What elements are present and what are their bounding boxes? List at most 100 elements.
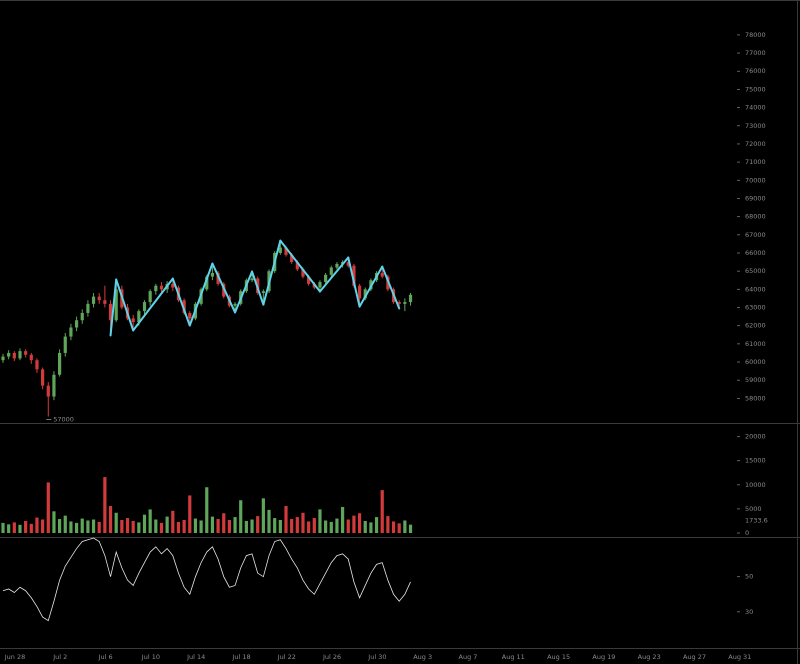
x-tick-label: Aug 7	[459, 653, 478, 661]
zigzag-segment	[318, 256, 350, 293]
volume-bar	[165, 516, 169, 533]
y-tick-label: 66000	[745, 249, 766, 257]
candle-body	[74, 320, 79, 328]
volume-bar	[386, 516, 390, 533]
zigzag-segment	[171, 277, 191, 327]
volume-bar	[205, 487, 209, 533]
volume-bar	[120, 519, 124, 533]
y-tick-label: 77000	[745, 49, 766, 57]
volume-bar	[182, 519, 186, 533]
candle-body	[24, 351, 28, 355]
volume-bar	[346, 519, 350, 533]
y-tick-label: 63000	[745, 304, 766, 312]
zigzag-segment	[211, 262, 237, 314]
candle-body	[357, 285, 362, 299]
y-tick-label: 65000	[745, 267, 766, 275]
candle-body	[284, 247, 288, 255]
candle-body	[290, 254, 294, 263]
volume-bar	[295, 517, 299, 533]
x-tick-label: Aug 31	[728, 653, 751, 661]
candle-body	[346, 262, 350, 266]
volume-bar	[18, 524, 22, 533]
y-tick-label: 30	[745, 608, 753, 616]
volume-bar	[58, 519, 62, 533]
volume-bar	[284, 506, 288, 533]
volume-bar	[80, 518, 84, 533]
x-tick-label: Jun 28	[4, 653, 26, 661]
volume-bar	[357, 513, 362, 533]
x-tick-label: Aug 19	[592, 653, 615, 661]
zigzag-segment	[132, 277, 174, 332]
y-tick-label: 59000	[745, 376, 766, 384]
x-tick-label: Aug 27	[683, 653, 706, 661]
zigzag-segment	[262, 239, 282, 306]
last-volume-label: 1733.6	[745, 517, 768, 525]
candle-body	[69, 327, 73, 337]
y-tick-label: 72000	[745, 140, 766, 148]
candle-body	[108, 303, 113, 321]
volume-bar	[131, 520, 135, 533]
x-tick-label: Jul 26	[322, 653, 341, 661]
volume-bar	[86, 520, 90, 533]
y-tick-label: 75000	[745, 85, 766, 93]
candle-body	[318, 282, 322, 288]
candle-body	[142, 302, 147, 312]
x-tick-label: Aug 23	[638, 653, 661, 661]
volume-bar	[154, 519, 158, 533]
y-tick-label: 70000	[745, 176, 766, 184]
candle-body	[131, 318, 135, 323]
candle-body	[41, 369, 45, 386]
candle-body	[307, 276, 311, 284]
candle-body	[1, 356, 5, 361]
volume-bar	[391, 521, 396, 533]
volume-bar	[335, 518, 339, 533]
candle-body	[329, 267, 333, 275]
volume-bar	[324, 520, 328, 533]
volume-bar	[403, 520, 407, 533]
volume-bar	[290, 519, 294, 533]
y-tick-label: 60000	[745, 358, 766, 366]
candle-body	[295, 262, 299, 270]
volume-bar	[227, 519, 231, 533]
y-tick-label: 78000	[745, 31, 766, 39]
volume-bar	[312, 518, 316, 533]
volume-bar	[24, 520, 28, 533]
y-tick-label: 68000	[745, 213, 766, 221]
volume-bar	[114, 512, 118, 533]
candle-body	[335, 263, 339, 268]
volume-bar	[137, 522, 141, 533]
candle-body	[63, 336, 67, 353]
candle-body	[363, 289, 367, 299]
volume-bar	[233, 517, 237, 533]
candle-body	[80, 312, 84, 321]
candle-body	[261, 291, 265, 293]
candle-body	[210, 272, 215, 277]
candle-body	[97, 296, 101, 301]
volume-bar	[74, 522, 79, 533]
candle-body	[46, 385, 50, 397]
zigzag-segment	[358, 265, 384, 308]
zigzag-segment	[347, 256, 361, 308]
volume-bar	[374, 517, 379, 533]
oscillator-line	[2, 537, 411, 622]
y-tick-label: 61000	[745, 340, 766, 348]
volume-bar	[52, 511, 56, 533]
candle-body	[216, 272, 220, 284]
volume-bar	[29, 523, 33, 533]
x-tick-label: Aug 15	[547, 653, 570, 661]
y-tick-label: 62000	[745, 322, 766, 330]
volume-bar	[41, 519, 45, 533]
candle-body	[58, 352, 62, 375]
zigzag-segment	[115, 278, 135, 332]
y-tick-label: 0	[745, 529, 749, 537]
volume-bar	[307, 521, 311, 533]
zigzag-segment	[234, 270, 254, 314]
volume-bar	[125, 518, 130, 533]
x-tick-label: Jul 10	[141, 653, 160, 661]
zigzag-segment	[188, 262, 214, 327]
y-tick-label: 73000	[745, 122, 766, 130]
volume-bar	[69, 521, 73, 533]
zigzag-segment	[381, 265, 401, 310]
volume-bar	[408, 524, 413, 533]
volume-bar	[301, 512, 305, 533]
